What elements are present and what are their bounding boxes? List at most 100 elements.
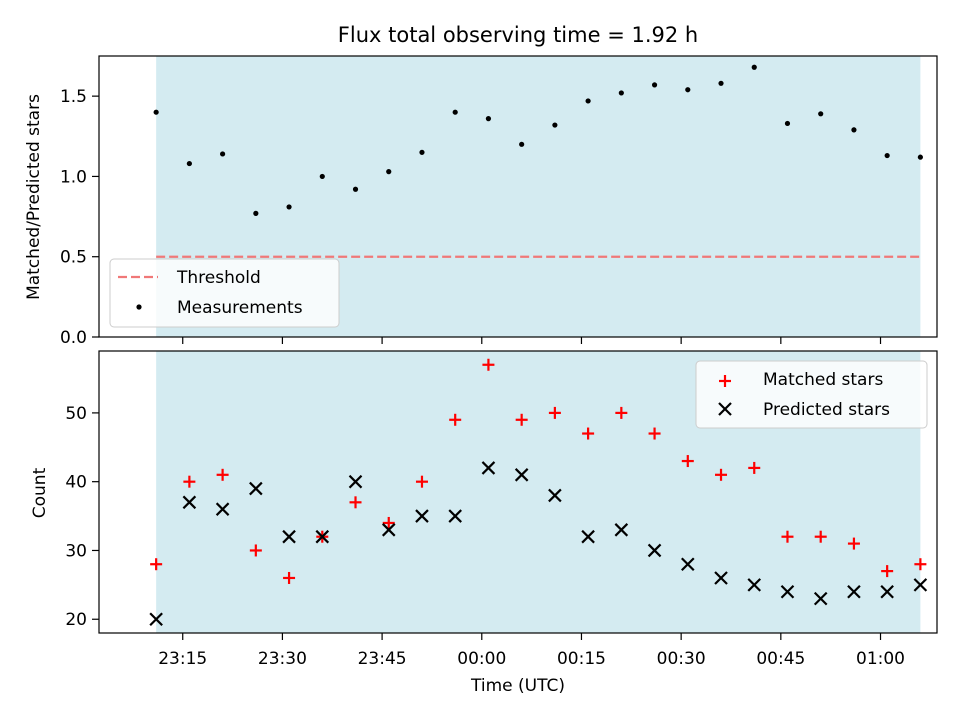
- measurement-points: [153, 64, 923, 216]
- measurement-point: [552, 122, 558, 128]
- matched-star-point: [515, 413, 528, 426]
- measurement-point: [651, 82, 658, 88]
- matched-star-point: [150, 558, 163, 571]
- count-panel-frame: [98, 350, 938, 634]
- ratio-panel: 0.0 0.5 1.0 1.5 Matched/Predicted stars Thr…: [24, 55, 938, 348]
- ratio-y-ticks: 0.0 0.5 1.0 1.5: [60, 87, 99, 348]
- legend-threshold-label: Threshold: [176, 268, 261, 288]
- predicted-star-point: [581, 529, 595, 544]
- count-legend: Matched stars Predicted stars: [695, 360, 928, 429]
- x-axis-label: Time (UTC): [470, 676, 565, 696]
- legend-measurement-label: Measurements: [177, 298, 303, 318]
- matched-star-point: [681, 455, 694, 468]
- ratio-y-tick-label: 0.5: [60, 248, 87, 268]
- ratio-panel-frame: [98, 55, 938, 338]
- matched-star-point: [183, 475, 196, 488]
- matched-star-point: [548, 406, 561, 419]
- measurement-point: [352, 186, 359, 192]
- matched-star-point: [914, 558, 927, 571]
- predicted-star-point: [714, 571, 728, 585]
- ratio-y-axis-label: Matched/Predicted stars: [24, 94, 44, 300]
- x-tick-label: 00:15: [557, 649, 606, 669]
- legend-matched-label: Matched stars: [763, 370, 883, 390]
- predicted-star-point: [847, 584, 861, 599]
- predicted-star-point: [913, 578, 928, 592]
- matched-star-point: [415, 475, 428, 488]
- measurement-point: [784, 120, 791, 127]
- matched-star-point: [216, 468, 229, 481]
- predicted-star-point: [415, 509, 429, 523]
- measurement-point: [186, 160, 192, 167]
- count-y-tick-label: 30: [65, 541, 87, 561]
- predicted-star-point: [647, 543, 662, 558]
- predicted-stars-points: [149, 461, 928, 627]
- matched-star-point: [615, 406, 628, 419]
- predicted-star-point: [880, 584, 894, 599]
- predicted-star-point: [448, 509, 462, 523]
- measurement-point: [618, 90, 624, 96]
- predicted-star-point: [514, 468, 529, 482]
- measurement-point: [884, 152, 890, 159]
- ratio-x-ticks: [182, 337, 882, 344]
- measurement-point: [585, 98, 591, 104]
- predicted-star-point: [813, 591, 828, 606]
- count-y-tick-label: 50: [65, 404, 87, 424]
- measurement-point: [386, 169, 392, 175]
- predicted-star-point: [315, 529, 330, 544]
- measurement-point: [485, 116, 492, 122]
- legend-matched-swatch: [719, 375, 731, 387]
- measurement-point: [751, 64, 757, 70]
- matched-star-point: [814, 530, 827, 543]
- matched-star-point: [449, 413, 462, 426]
- ratio-legend-box: [109, 258, 340, 328]
- x-tick-label: 00:45: [756, 649, 805, 669]
- measurement-point: [452, 109, 458, 115]
- predicted-star-point: [681, 557, 695, 571]
- predicted-star-point: [614, 523, 629, 537]
- count-panel: 20 30 40 50 23:15 23:30 23:45 00:00 00:15 00:30 0…: [30, 350, 938, 696]
- predicted-star-point: [215, 502, 230, 516]
- predicted-star-point: [282, 529, 296, 544]
- measurement-point: [718, 80, 724, 86]
- predicted-star-point: [348, 474, 363, 489]
- matched-star-point: [249, 544, 262, 557]
- count-legend-box: [695, 360, 928, 429]
- chart-title: Flux total observing time = 1.92 h: [338, 23, 698, 47]
- matched-star-point: [781, 530, 794, 543]
- ratio-y-tick-label: 0.0: [60, 328, 87, 348]
- predicted-star-point: [780, 584, 795, 599]
- matched-star-point: [582, 427, 595, 440]
- matched-star-point: [847, 537, 860, 550]
- measurement-point: [286, 204, 292, 210]
- measurement-point: [153, 109, 159, 115]
- x-tick-label: 23:45: [358, 649, 407, 669]
- count-y-tick-label: 20: [65, 610, 87, 630]
- measurement-point: [220, 151, 226, 157]
- predicted-star-point: [747, 578, 762, 592]
- ratio-y-tick-label: 1.5: [60, 87, 87, 107]
- measurement-point: [818, 111, 824, 117]
- x-tick-label: 23:15: [158, 649, 207, 669]
- legend-predicted-swatch: [718, 402, 732, 416]
- predicted-star-point: [249, 481, 263, 496]
- legend-measurement-swatch: [136, 304, 142, 310]
- matched-star-point: [748, 461, 761, 474]
- matched-star-point: [382, 516, 395, 529]
- x-tick-label: 00:30: [657, 649, 706, 669]
- measurement-point: [917, 154, 923, 160]
- x-tick-label: 00:00: [457, 649, 506, 669]
- x-tick-label: 01:00: [856, 649, 905, 669]
- predicted-star-point: [481, 461, 496, 475]
- matched-star-point: [648, 427, 661, 440]
- measurement-point: [319, 173, 325, 180]
- measurement-point: [851, 127, 857, 133]
- x-tick-label: 23:30: [258, 649, 307, 669]
- count-x-ticks: 23:15 23:30 23:45 00:00 00:15 00:30 00:45 01:00: [158, 633, 905, 669]
- matched-star-point: [349, 496, 362, 509]
- matched-star-point: [482, 358, 495, 371]
- count-y-tick-label: 40: [65, 473, 87, 493]
- ratio-legend: Threshold Measurements: [109, 258, 340, 328]
- measurement-point: [685, 87, 691, 93]
- matched-star-point: [881, 565, 894, 578]
